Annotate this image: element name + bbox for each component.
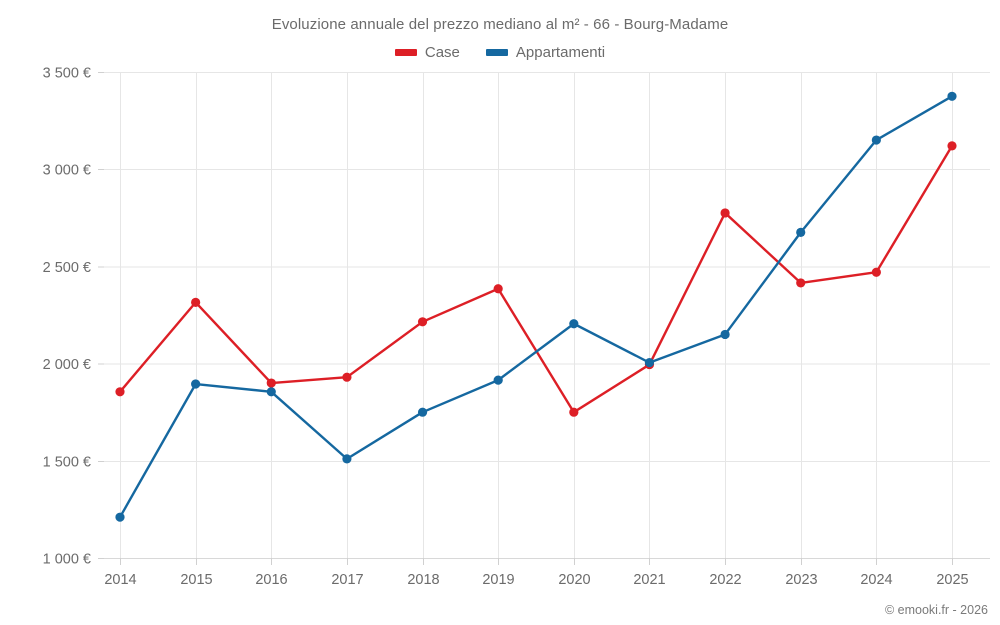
credit-label: © emooki.fr - 2026: [884, 603, 988, 617]
data-point[interactable]: [871, 135, 881, 145]
data-point[interactable]: [493, 375, 503, 385]
series-line-0: [118, 144, 954, 414]
data-series: [115, 91, 957, 522]
legend-label-case: Case: [424, 44, 460, 61]
data-point[interactable]: [115, 387, 125, 397]
data-point[interactable]: [644, 358, 655, 368]
x-tick-label: 2021: [633, 572, 665, 588]
data-point[interactable]: [720, 329, 730, 340]
legend-item-appartamenti[interactable]: Appartamenti: [485, 44, 606, 61]
y-tick-label: 1 000 €: [43, 552, 91, 568]
data-point[interactable]: [796, 278, 806, 288]
data-point[interactable]: [569, 407, 579, 417]
x-tick-label: 2014: [104, 572, 136, 588]
data-point[interactable]: [947, 91, 957, 101]
data-point[interactable]: [266, 387, 276, 397]
data-point[interactable]: [191, 379, 201, 389]
x-tick-label: 2022: [709, 572, 741, 588]
data-point[interactable]: [417, 407, 428, 417]
chart-title: Evoluzione annuale del prezzo mediano al…: [271, 16, 729, 33]
data-point[interactable]: [569, 319, 579, 329]
data-point[interactable]: [342, 372, 352, 382]
y-tick-label: 2 500 €: [43, 260, 91, 276]
chart-legend: Case Appartamenti: [0, 44, 1000, 61]
x-tick-label: 2024: [860, 572, 892, 588]
data-point[interactable]: [417, 317, 428, 327]
data-point[interactable]: [115, 512, 125, 522]
y-tick-label: 1 500 €: [43, 454, 91, 470]
legend-swatch-appartamenti: [485, 49, 508, 56]
x-tick-label: 2015: [180, 572, 212, 588]
x-tick-label: 2017: [331, 572, 363, 588]
x-tick-label: 2019: [482, 572, 514, 588]
axis-lines: [98, 72, 990, 565]
x-axis-labels: 2014 2015 2016 2017 2018 2019 2020 2021 2022 2023…: [104, 572, 968, 588]
y-tick-label: 2 000 €: [43, 357, 91, 373]
data-point[interactable]: [947, 141, 957, 151]
y-tick-label: 3 500 €: [43, 66, 91, 82]
legend-label-appartamenti: Appartamenti: [515, 44, 606, 61]
series-line-1: [118, 95, 954, 519]
x-tick-label: 2020: [558, 572, 590, 588]
data-point[interactable]: [266, 378, 276, 388]
data-point[interactable]: [342, 454, 352, 464]
y-tick-label: 3 000 €: [43, 163, 91, 179]
data-point[interactable]: [191, 297, 201, 307]
data-point[interactable]: [796, 227, 806, 237]
data-point[interactable]: [720, 208, 730, 218]
legend-item-case[interactable]: Case: [394, 44, 460, 61]
data-point[interactable]: [871, 267, 881, 277]
x-tick-label: 2025: [936, 572, 968, 588]
x-tick-label: 2016: [255, 572, 287, 588]
legend-swatch-case: [394, 49, 417, 56]
x-tick-label: 2018: [407, 572, 439, 588]
grid-lines: [104, 72, 990, 559]
x-tick-label: 2023: [785, 572, 817, 588]
y-axis-labels: 1 000 € 1 500 € 2 000 € 2 500 € 3 000 € 3 500…: [43, 66, 91, 568]
data-point[interactable]: [493, 284, 503, 294]
